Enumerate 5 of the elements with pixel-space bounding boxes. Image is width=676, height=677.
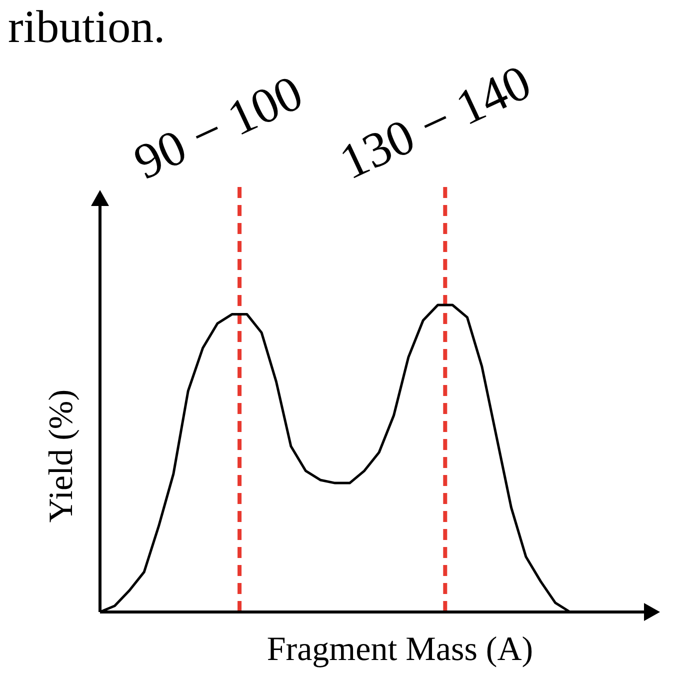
text: 130 − 140 bbox=[331, 53, 539, 190]
text: 90 − 100 bbox=[126, 64, 311, 190]
y-axis-title: Yield (%) bbox=[43, 389, 80, 523]
text: ribution. bbox=[8, 1, 166, 52]
x-axis-title: Fragment Mass (A) bbox=[266, 631, 534, 668]
